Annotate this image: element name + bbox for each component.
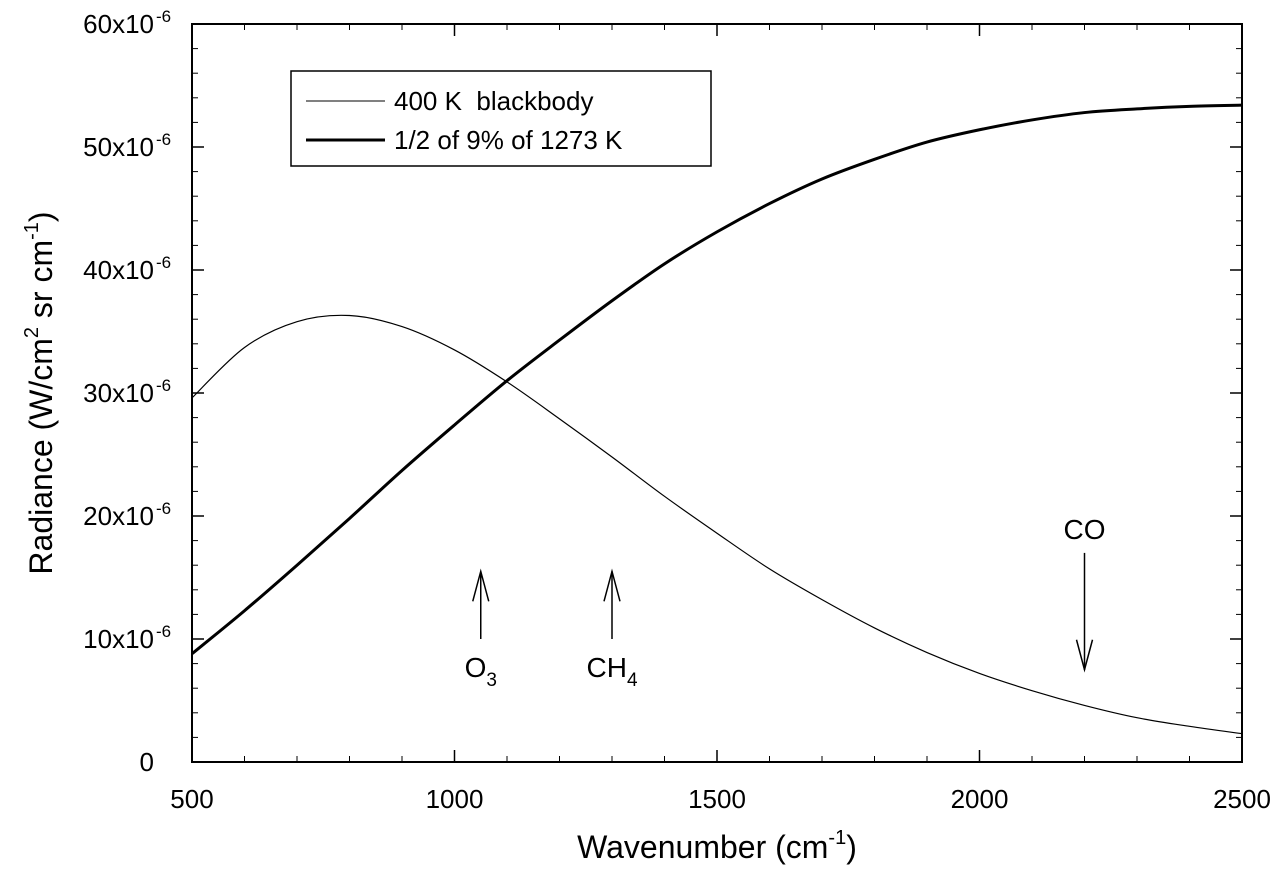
- x-tick-label: 1000: [426, 784, 484, 814]
- o3-label: O3: [465, 652, 497, 691]
- x-axis-label: Wavenumber (cm-1): [577, 827, 857, 865]
- series-layer: [191, 103, 1243, 735]
- y-tick-label-exponent: -6: [156, 376, 171, 395]
- x-tick-label: 2500: [1213, 784, 1271, 814]
- y-tick-label: 10x10: [83, 624, 154, 654]
- x-tick-label: 2000: [951, 784, 1009, 814]
- y-tick-label: 50x10: [83, 132, 154, 162]
- y-tick-label-exponent: -6: [156, 7, 171, 26]
- legend-label-400k: 400 K blackbody: [394, 86, 593, 116]
- co-arrow-head: [1075, 639, 1094, 673]
- ch4-arrow-head: [603, 568, 621, 602]
- x-tick-label: 500: [170, 784, 213, 814]
- legend-box: [290, 70, 712, 167]
- y-tick-label-exponent: -6: [156, 253, 171, 272]
- axis-ticks: [191, 23, 1243, 763]
- y-tick-label: 30x10: [83, 378, 154, 408]
- ch4-label: CH4: [586, 652, 637, 691]
- annotations-layer: O3 CH4 CO: [465, 514, 1106, 691]
- y-tick-label-exponent: -6: [156, 499, 171, 518]
- legend-label-1273k: 1/2 of 9% of 1273 K: [394, 125, 623, 155]
- y-tick-label: 60x10: [83, 9, 154, 39]
- x-tick-label: 1500: [688, 784, 746, 814]
- series-line-400k-blackbody: [191, 314, 1243, 735]
- series-line-1273k-fraction: [191, 103, 1243, 655]
- y-tick-label-exponent: -6: [156, 622, 171, 641]
- y-tick-label: 0: [140, 747, 154, 777]
- legend: 400 K blackbody 1/2 of 9% of 1273 K: [290, 70, 712, 167]
- y-tick-label: 20x10: [83, 501, 154, 531]
- y-axis-label: Radiance (W/cm2 sr cm-1): [21, 211, 59, 574]
- co-label: CO: [1064, 514, 1106, 545]
- y-tick-label: 40x10: [83, 255, 154, 285]
- o3-arrow-head: [472, 568, 490, 602]
- y-tick-label-exponent: -6: [156, 130, 171, 149]
